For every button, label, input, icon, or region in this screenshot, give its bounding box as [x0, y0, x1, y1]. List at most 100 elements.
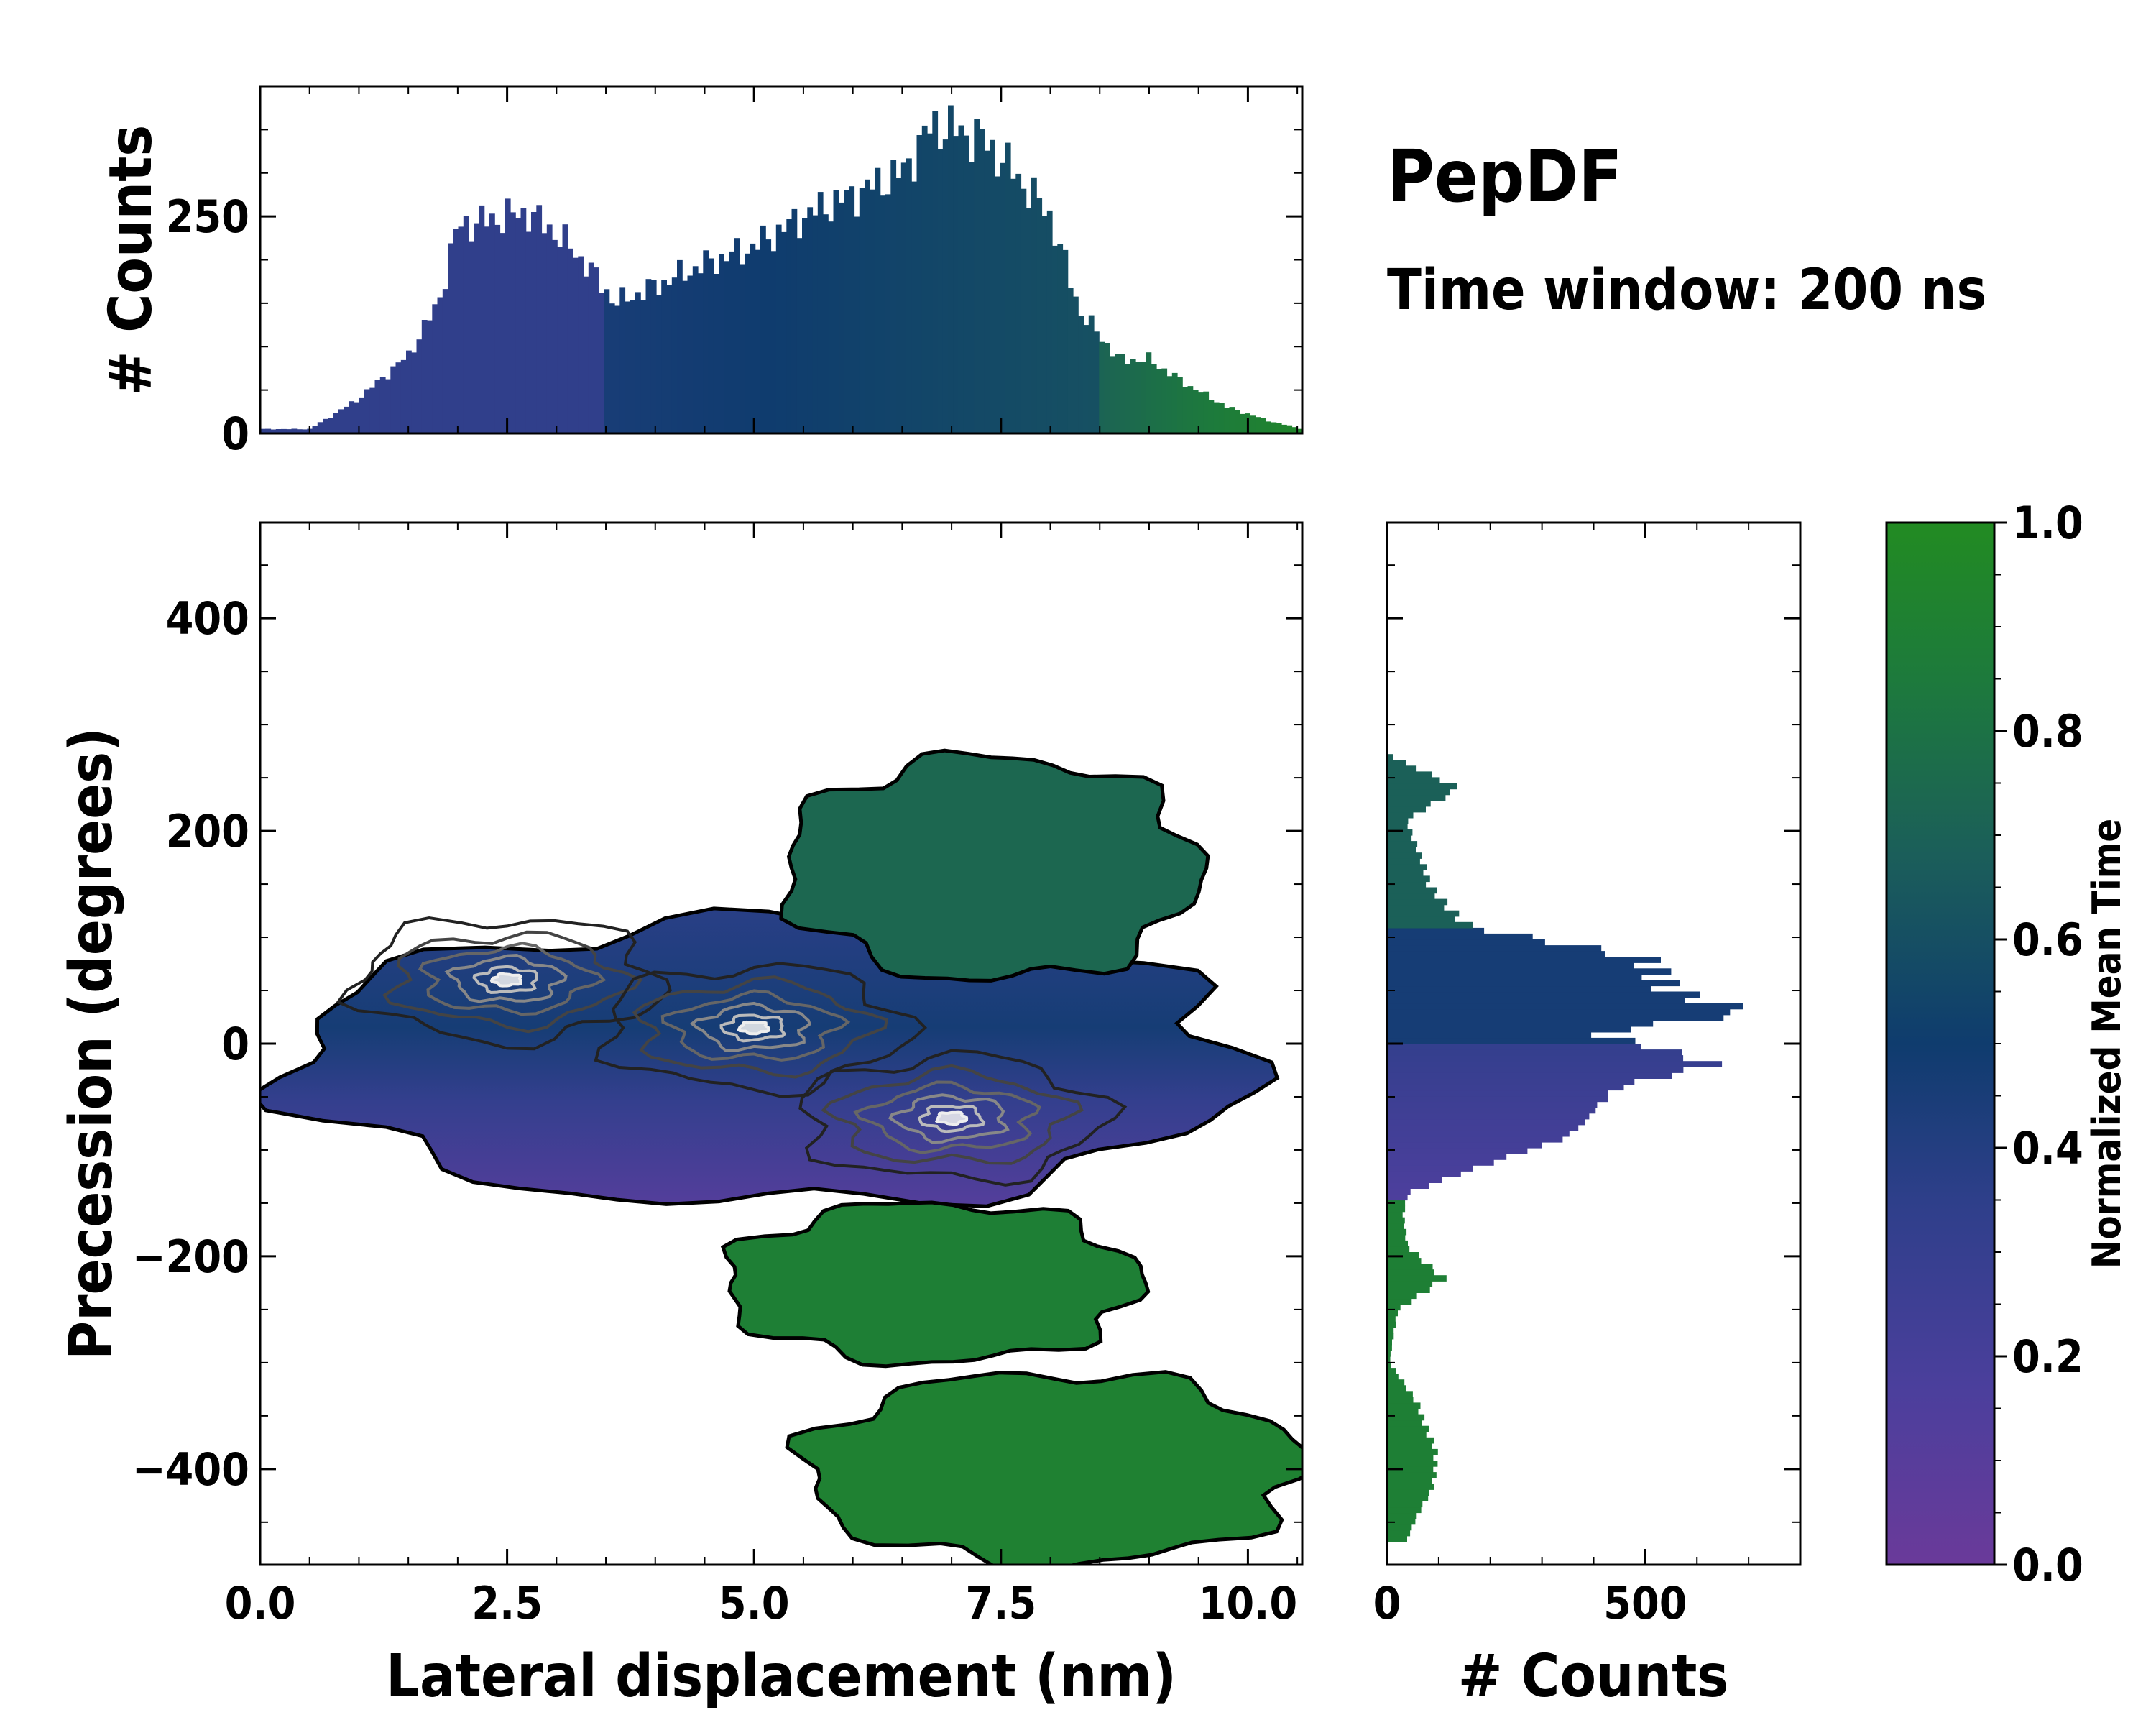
top-histogram-bar: [963, 135, 969, 433]
top-histogram-bar: [911, 181, 918, 433]
main-xtick-label: 2.5: [471, 1577, 543, 1629]
top-histogram-bar: [1052, 245, 1058, 433]
top-histogram-bar: [1151, 364, 1157, 433]
right-histogram-bar: [1387, 1211, 1403, 1218]
right-histogram-bar: [1387, 1501, 1423, 1508]
right-histogram-bar: [1387, 1495, 1429, 1501]
right-histogram-bar: [1387, 754, 1393, 760]
top-histogram-bar: [755, 249, 761, 433]
top-histogram-bar: [609, 303, 615, 433]
right-histogram-bar: [1387, 794, 1446, 801]
right-histogram-bar: [1387, 829, 1413, 836]
top-histogram-bar: [1125, 364, 1131, 433]
right-histogram-bar: [1387, 1484, 1434, 1490]
top-histogram-bar: [1094, 331, 1100, 433]
right-histogram-xlabel: # Counts: [1458, 1642, 1729, 1711]
top-histogram-bar: [729, 251, 735, 433]
top-histogram-bar: [1146, 352, 1152, 433]
top-histogram-bar: [953, 136, 959, 433]
right-histogram-bar: [1387, 980, 1680, 987]
top-histogram-bar: [875, 167, 881, 433]
right-histogram-bar: [1387, 1269, 1434, 1276]
region-lower-lobe-2: [785, 1370, 1302, 1565]
main-xlabel: Lateral displacement (nm): [386, 1642, 1176, 1711]
top-histogram-bar: [1219, 402, 1225, 433]
top-histogram-bar: [1115, 354, 1120, 433]
top-histogram-bar: [1229, 407, 1235, 433]
top-histogram-bar: [984, 150, 990, 433]
top-histogram-bar: [921, 125, 928, 433]
top-histogram-bar: [817, 192, 824, 433]
top-histogram-bar: [1067, 288, 1074, 433]
right-histogram-bar: [1387, 916, 1455, 923]
right-histogram-bar: [1387, 1072, 1672, 1079]
right-histogram-ticks: 0 500: [1373, 523, 1800, 1629]
right-histogram-bar: [1387, 1141, 1542, 1149]
top-histogram-bar: [510, 212, 516, 433]
right-histogram-bar: [1387, 1003, 1743, 1010]
top-histogram-bar: [599, 293, 605, 433]
right-histogram-bar: [1387, 1008, 1731, 1016]
right-histogram-bar: [1387, 823, 1408, 830]
top-histogram-bar: [1240, 413, 1245, 433]
right-histogram-bar: [1387, 1240, 1408, 1247]
top-histogram-bar: [1156, 369, 1162, 433]
right-histogram-bar: [1387, 1292, 1417, 1300]
top-histogram-bar: [469, 241, 474, 433]
density-contour: [853, 1080, 1042, 1154]
top-histogram-bar: [369, 387, 376, 433]
right-histogram-bar: [1387, 783, 1457, 790]
top-histogram-bar: [719, 254, 724, 433]
top-histogram-bar: [1296, 428, 1303, 433]
right-histogram-bar: [1387, 852, 1422, 859]
right-histogram-bar: [1387, 1385, 1406, 1392]
right-histogram-bar: [1387, 933, 1533, 940]
right-histogram-bar: [1387, 1228, 1407, 1236]
right-histogram-bar: [1387, 1310, 1398, 1317]
right-histogram-bar: [1387, 1512, 1417, 1519]
top-histogram-bar: [1286, 425, 1293, 433]
density-contour: [418, 942, 607, 1016]
right-histogram-bar: [1387, 939, 1545, 946]
top-histogram-bar: [1036, 198, 1043, 433]
top-histogram-bar: [619, 287, 626, 433]
top-histogram-bar: [265, 428, 272, 433]
top-histogram-bar: [385, 379, 391, 433]
top-histogram-bar: [698, 273, 704, 433]
top-histogram-bar: [1182, 387, 1189, 433]
top-histogram-bar: [1099, 341, 1105, 433]
top-histogram-bar: [1141, 362, 1146, 433]
right-histogram-bar: [1387, 1118, 1585, 1126]
right-histogram-bar: [1387, 1258, 1422, 1264]
right-histogram-bar: [1387, 864, 1427, 870]
top-histogram-bar: [927, 133, 933, 433]
top-histogram-bar: [713, 274, 719, 433]
top-histogram-bar: [661, 280, 667, 433]
top-histogram-bar: [823, 214, 829, 433]
right-histogram-bar: [1387, 841, 1418, 847]
right-histogram-bar: [1387, 1304, 1401, 1311]
right-histogram-bar: [1387, 835, 1412, 842]
right-histogram-bar: [1387, 760, 1406, 766]
right-histogram-bar: [1387, 1460, 1438, 1467]
density-contour: [888, 1093, 1010, 1144]
right-histogram-bar: [1387, 765, 1417, 772]
right-histogram-bar: [1387, 1246, 1410, 1253]
top-histogram-bar: [312, 426, 318, 433]
top-histogram-bar: [583, 276, 589, 433]
density-contour: [689, 1001, 812, 1053]
density-contour: [472, 965, 539, 995]
top-histogram-bar: [677, 259, 683, 433]
top-histogram-bar: [865, 179, 870, 434]
top-histogram-bar: [916, 135, 923, 433]
top-histogram-bar: [958, 125, 964, 433]
top-histogram-bar: [1021, 188, 1027, 433]
top-histogram-bar: [594, 267, 599, 433]
right-histogram: 0 500 # Counts: [1373, 521, 1802, 1711]
right-histogram-bar: [1387, 1171, 1461, 1177]
top-histogram-bar: [479, 205, 485, 433]
top-histogram-bar: [1135, 362, 1141, 433]
density-contour: [336, 916, 672, 1051]
colorbar: 0.0 0.2 0.4 0.6 0.8 1.0 Normalized Mean Time: [1885, 497, 2129, 1591]
top-histogram-bar: [1073, 296, 1079, 433]
